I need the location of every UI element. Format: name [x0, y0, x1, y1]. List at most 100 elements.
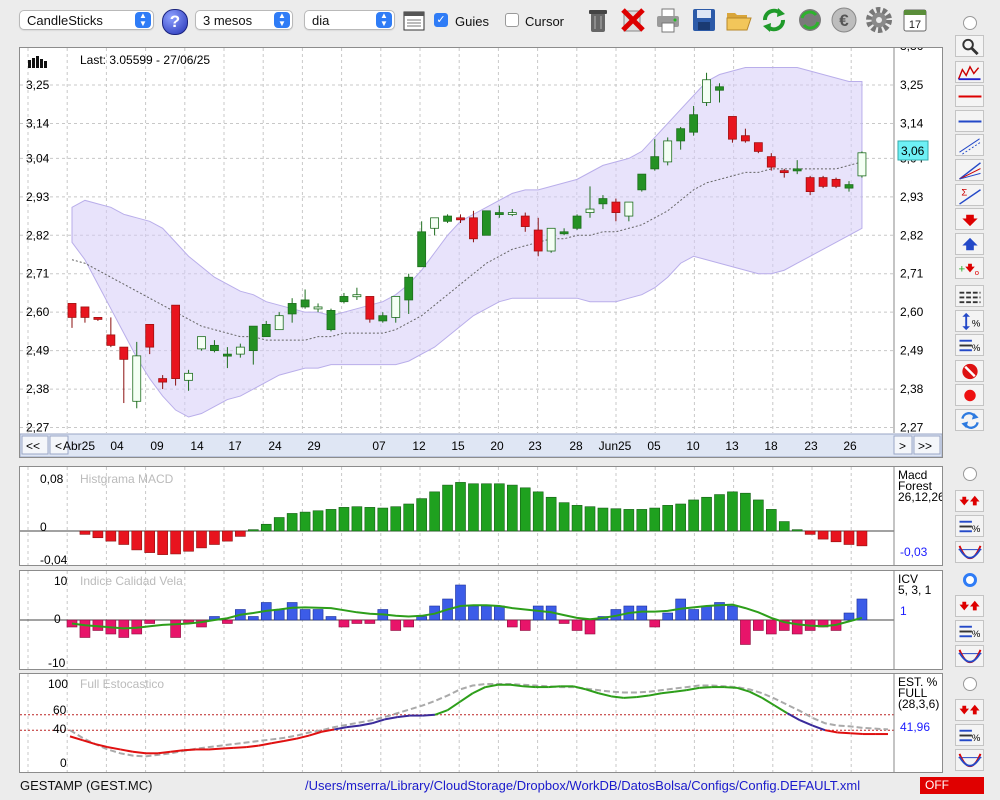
- candle-down: [171, 304, 181, 379]
- percent-lines-button[interactable]: %: [955, 724, 984, 746]
- icv-bar: [558, 619, 570, 624]
- indicator-legend: (28,3,6): [898, 697, 939, 711]
- candle-up: [300, 299, 310, 308]
- percent-lines-button[interactable]: %: [955, 515, 984, 537]
- oscillator-curve-button[interactable]: [955, 541, 984, 563]
- main-panel-radio[interactable]: [963, 16, 977, 30]
- oscillator-curve-button[interactable]: [955, 645, 984, 667]
- macd-bar: [481, 483, 492, 532]
- buy-sell-arrows-button[interactable]: [955, 699, 984, 721]
- stochastic-full-line: [170, 749, 184, 753]
- x-axis-label: 13: [725, 439, 739, 453]
- folder-open-icon[interactable]: [725, 6, 753, 34]
- buy-sell-signals-button[interactable]: + o: [955, 257, 984, 279]
- save-icon[interactable]: [690, 6, 718, 34]
- indicator-legend: ICV: [898, 572, 918, 586]
- globe-refresh-icon[interactable]: [796, 6, 824, 34]
- candle-up: [715, 86, 724, 91]
- last-price-label: Last: 3.05599 - 27/06/25: [80, 53, 210, 67]
- x-axis-label: 09: [150, 439, 164, 453]
- table-icon[interactable]: [403, 11, 425, 31]
- stochastic-full-line: [246, 744, 259, 749]
- icv-bar: [765, 619, 777, 635]
- macd-panel-radio[interactable]: [963, 467, 977, 481]
- bar-chart-icon-bar: [28, 60, 31, 68]
- stop-button[interactable]: [955, 360, 984, 382]
- mode-off-button[interactable]: OFF: [920, 777, 984, 794]
- candle-down: [158, 378, 168, 383]
- buy-sell-arrows-button[interactable]: [955, 595, 984, 617]
- stochastic-panel-radio[interactable]: [963, 677, 977, 691]
- stochastic-chart[interactable]: Full Estocastico 100 60 40 0 EST. %FULL(28,3,…: [20, 674, 942, 772]
- icv-bar: [584, 619, 596, 635]
- horizontal-line-button[interactable]: [955, 85, 984, 107]
- nav-last-button[interactable]: [913, 435, 941, 455]
- sigma-line-button[interactable]: Σ: [955, 184, 984, 206]
- stochastic-full-line: [749, 690, 763, 699]
- fibonacci-fan-button[interactable]: [955, 159, 984, 181]
- icv-bar: [688, 609, 699, 621]
- icv-bar: [416, 616, 427, 621]
- chart-view-button[interactable]: [955, 61, 984, 83]
- interval-select[interactable]: dia ▲ ▼: [304, 10, 395, 30]
- macd-bar: [455, 482, 466, 532]
- indicator-readout: 41,96: [900, 720, 930, 734]
- icv-bar: [662, 612, 674, 621]
- print-icon[interactable]: [654, 6, 682, 34]
- macd-bar: [662, 505, 674, 532]
- bollinger-band: [71, 67, 863, 418]
- candle-up: [559, 231, 569, 235]
- candle-up: [274, 315, 284, 331]
- euro-icon[interactable]: €: [830, 6, 858, 34]
- period-select[interactable]: 3 mesos ▲ ▼: [195, 10, 293, 30]
- record-button[interactable]: [955, 384, 984, 406]
- nav-first-button[interactable]: [21, 435, 49, 455]
- candle-down: [106, 334, 116, 346]
- candle-down: [145, 324, 155, 348]
- nav-prev-button[interactable]: [49, 435, 69, 455]
- icv-panel-radio[interactable]: [963, 573, 977, 587]
- percent-lines-icon: %: [959, 729, 981, 744]
- refresh-icon[interactable]: [760, 6, 788, 34]
- buy-sell-arrows-button[interactable]: [955, 490, 984, 512]
- parallel-channel-button[interactable]: [955, 134, 984, 156]
- indicator-title: Histgrama MACD: [80, 472, 174, 486]
- buy-arrow-button[interactable]: [955, 233, 984, 255]
- chart-type-select[interactable]: CandleSticks ▲ ▼: [19, 10, 154, 30]
- calendar-icon[interactable]: 17: [901, 6, 929, 34]
- stochastic-full-line: [107, 746, 121, 751]
- config-path-link[interactable]: /Users/mserra/Library/CloudStorage/Dropb…: [305, 778, 861, 793]
- percent-lines-button[interactable]: %: [955, 620, 984, 642]
- sell-arrow-button[interactable]: [955, 208, 984, 230]
- macd-bar: [131, 530, 143, 551]
- cursor-checkbox[interactable]: [505, 13, 519, 27]
- candle-down: [365, 296, 375, 320]
- percent-lines-button[interactable]: %: [955, 334, 984, 356]
- y-axis-label: 0: [60, 756, 67, 770]
- candle-down: [831, 178, 841, 187]
- trash-icon[interactable]: [584, 6, 612, 34]
- macd-bar: [727, 491, 738, 532]
- price-chart[interactable]: 3,253,253,143,143,043,042,932,932,822,82…: [19, 39, 943, 458]
- candle-down: [93, 317, 103, 320]
- help-button[interactable]: ?: [162, 9, 188, 35]
- trend-line-button[interactable]: [955, 110, 984, 132]
- zoom-button[interactable]: [955, 35, 984, 57]
- grid-lines-button[interactable]: [955, 285, 984, 307]
- oscillator-curve-button[interactable]: [955, 749, 984, 771]
- percent-range-button[interactable]: %: [955, 310, 984, 332]
- y-axis-label: 40: [53, 722, 67, 736]
- stochastic-panel: Full Estocastico 100 60 40 0 EST. % FULL (28,3,…: [19, 673, 943, 773]
- nav-next-button[interactable]: [893, 435, 913, 455]
- y-axis-label: 2,71: [900, 267, 924, 281]
- icv-bar: [299, 609, 311, 621]
- percent-lines-icon: %: [959, 520, 981, 535]
- period-value: 3 mesos: [203, 13, 253, 28]
- gear-icon[interactable]: [865, 6, 893, 34]
- guides-checkbox[interactable]: ✓: [434, 13, 448, 27]
- macd-bar: [701, 496, 712, 532]
- macd-histogram-chart[interactable]: Histgrama MACD 0,08 0 -0,04 MacdForest26,12,…: [20, 467, 945, 567]
- swap-button[interactable]: [955, 409, 984, 431]
- delete-icon[interactable]: [619, 6, 647, 34]
